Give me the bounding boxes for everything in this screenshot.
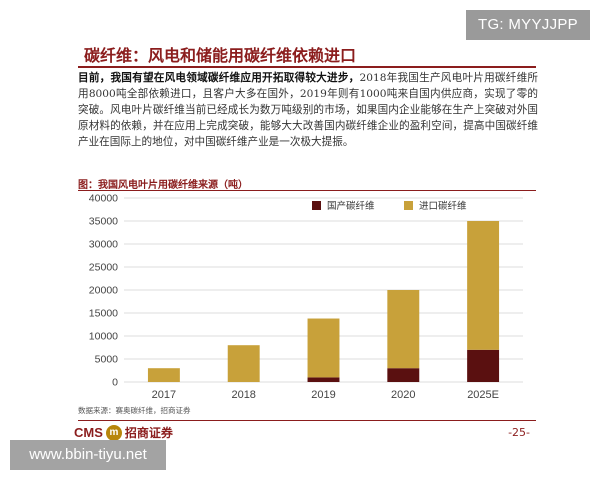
legend-swatch-import (404, 200, 413, 210)
y-tick-label: 40000 (89, 193, 118, 205)
watermark-badge-bottom: www.bbin-tiyu.net (10, 440, 166, 470)
y-tick-label: 15000 (89, 308, 118, 320)
cms-logo: CMS m 招商证券 (74, 424, 173, 441)
bar-import (467, 221, 500, 350)
bar-domestic (387, 368, 420, 382)
watermark-badge-top: TG: MYYJJPP (466, 10, 590, 40)
x-tick-label: 2020 (391, 389, 415, 401)
data-source-note: 数据来源：赛奥碳纤维，招商证券 (78, 406, 191, 415)
x-tick-label: 2018 (231, 389, 255, 401)
x-tick-label: 2017 (152, 389, 176, 401)
y-tick-label: 20000 (89, 285, 118, 297)
y-tick-label: 0 (112, 377, 118, 389)
page-headline: 碳纤维：风电和储能用碳纤维依赖进口 (84, 46, 357, 65)
y-tick-label: 5000 (95, 354, 119, 366)
x-tick-label: 2019 (311, 389, 335, 401)
y-tick-label: 35000 (89, 216, 118, 228)
stacked-bar-chart: 0 5000 10000 15000 20000 25000 30000 35000 40000… (89, 193, 523, 401)
footer-divider (78, 420, 536, 421)
y-tick-label: 10000 (89, 331, 118, 343)
paragraph-line: 大大改善国内碳纤维企业的盈利空间，提高中国碳纤维产业在国际上的地位，对中 (78, 120, 539, 148)
legend-item-import: 进口碳纤维 (404, 198, 467, 212)
headline-divider (78, 66, 536, 68)
bar-import (227, 345, 260, 382)
bar-domestic (467, 349, 500, 382)
bar-import (307, 318, 340, 378)
chart-divider (78, 190, 536, 191)
x-tick-label: 2025E (467, 389, 499, 401)
bar-domestic (307, 377, 340, 382)
bar-import (387, 290, 420, 369)
paragraph-line: 国碳纤维产业是一次极大提振。 (205, 136, 354, 148)
paragraph-line: 片用碳纤维所用8000吨全部依赖进口，且客户大多在国外，2019年则有1000吨… (78, 72, 539, 100)
legend-swatch-domestic (312, 200, 321, 210)
bar-import (147, 368, 180, 382)
logo-latin: CMS (74, 425, 103, 440)
legend-label-domestic: 国产碳纤维 (327, 201, 375, 212)
paragraph-line: 国内供应商，实现了零的突破。风电叶片碳纤维当前已经成长为数万吨级别的市场， (78, 88, 538, 116)
page-number: -25- (508, 426, 530, 439)
logo-mark-icon: m (105, 424, 122, 441)
body-paragraph: 目前，我国有望在风电领域碳纤维应用开拓取得较大进步，2018年我国生产风电叶片用… (78, 70, 538, 150)
legend-item-domestic: 国产碳纤维 (312, 198, 375, 212)
paragraph-line: 2018年我国生产风电叶 (359, 72, 474, 84)
y-tick-label: 25000 (89, 262, 118, 274)
paragraph-lead: 目前，我国有望在风电领域碳纤维应用开拓取得较大进步， (78, 72, 360, 84)
logo-chinese: 招商证券 (124, 426, 173, 440)
legend-label-import: 进口碳纤维 (419, 201, 467, 212)
chart-heading: 图：我国风电叶片用碳纤维来源（吨） (78, 180, 248, 191)
paragraph-line: 如果国内企业能够在生产上突破对外国原材料的依赖，并在应用上完成突破，能够 (78, 104, 538, 132)
y-tick-label: 30000 (89, 239, 118, 251)
